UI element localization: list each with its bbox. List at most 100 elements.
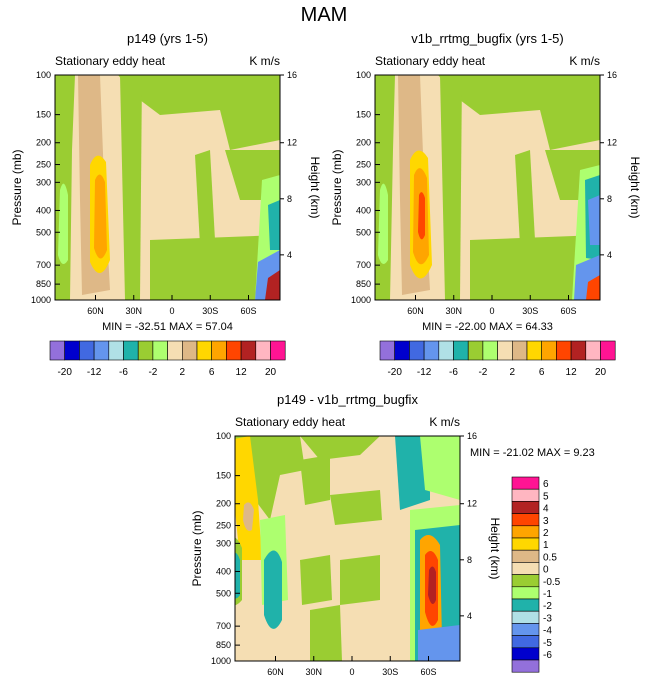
p3-ytick-right-label: 16: [467, 431, 477, 441]
p3-colorbar-label: 0: [543, 565, 549, 576]
p2-ylabel: Pressure (mb): [330, 149, 344, 225]
p2-colorbar-swatch: [511, 340, 528, 361]
p2-frame: [374, 74, 601, 301]
p2-colorbar-swatch: [600, 340, 616, 361]
p1-colorbar-swatch: [93, 340, 110, 361]
p2-ytick-right-label: 16: [607, 70, 617, 80]
p2-units: K m/s: [569, 54, 600, 68]
p1-ylabel: Pressure (mb): [10, 149, 24, 225]
p1-colorbar-swatch: [137, 340, 154, 361]
p3-xtick-label: 60N: [267, 667, 284, 677]
p1-colorbar-label: 6: [209, 367, 215, 378]
p3-colorbar-label: -1: [543, 589, 552, 600]
p3-colorbar-swatch: [511, 598, 540, 612]
p3-colorbar-label: 6: [543, 479, 549, 490]
p1-colorbar-label: 20: [265, 367, 277, 378]
p1-colorbar-swatch: [255, 340, 271, 361]
p3-colorbar-label: 2: [543, 528, 549, 539]
p3-colorbar-label: 1: [543, 540, 549, 551]
p2-ytick-label: 850: [356, 279, 371, 289]
p1-left-label: Stationary eddy heat: [55, 54, 166, 68]
p3-ytick-label: 850: [216, 640, 231, 650]
p3-colorbar-swatch: [511, 647, 540, 661]
p1-ytick-right-label: 12: [287, 138, 297, 148]
p3-colorbar-swatch: [511, 525, 540, 539]
p3-colorbar-label: -3: [543, 613, 552, 624]
p3-colorbar-swatch: [511, 635, 540, 649]
p1-colorbar-label: -20: [57, 367, 72, 378]
p2-colorbar-label: 2: [510, 367, 516, 378]
p2-colorbar-label: 12: [566, 367, 578, 378]
p2-colorbar-label: -20: [387, 367, 402, 378]
p1-colorbar-swatch: [211, 340, 227, 361]
p1-xtick-label: 60N: [87, 306, 104, 316]
p3-xtick-label: 30N: [305, 667, 322, 677]
p3-colorbar-label: 5: [543, 491, 549, 502]
p3-ytick-label: 100: [216, 431, 231, 441]
p1-colorbar-swatch: [49, 340, 65, 361]
p2-ytick-right-label: 12: [607, 138, 617, 148]
p2-colorbar-swatch: [497, 340, 513, 361]
p1-xtick-label: 30S: [202, 306, 218, 316]
p1-stats: MIN = -32.51 MAX = 57.04: [102, 321, 233, 333]
p1-ytick-label: 300: [36, 177, 51, 187]
p2-colorbar-swatch: [423, 340, 440, 361]
p3-ytick-label: 200: [216, 499, 231, 509]
p2-left-label: Stationary eddy heat: [375, 54, 486, 68]
p1-title: p149 (yrs 1-5): [127, 31, 208, 46]
p3-colorbar-label: -2: [543, 601, 552, 612]
p2-colorbar-swatch: [409, 340, 425, 361]
p2-colorbar-swatch: [394, 340, 410, 361]
p1-ytick-right-label: 4: [287, 250, 292, 260]
p1-colorbar-swatch: [108, 340, 124, 361]
p3-ytick-label: 700: [216, 621, 231, 631]
p2-colorbar-swatch: [482, 340, 498, 361]
p3-ytick-label: 150: [216, 471, 231, 481]
p1-frame: [54, 74, 281, 301]
p1-colorbar-swatch: [167, 340, 183, 361]
p2-colorbar-swatch: [526, 340, 542, 361]
p2-colorbar-swatch: [467, 340, 484, 361]
p3-ytick-right-label: 12: [467, 499, 477, 509]
p2-colorbar-label: 6: [539, 367, 545, 378]
p3-ytick-label: 400: [216, 566, 231, 576]
p3-frame: [234, 435, 461, 662]
p1-xtick-label: 0: [169, 306, 174, 316]
p3-ytick-right-label: 4: [467, 611, 472, 621]
p3-colorbar-label: -6: [543, 650, 552, 661]
p2-xtick-label: 30S: [522, 306, 538, 316]
p3-colorbar-swatch: [511, 476, 540, 490]
p1-colorbar-label: -6: [119, 367, 128, 378]
p3-colorbar-swatch: [511, 513, 540, 527]
p1-colorbar-label: -12: [87, 367, 102, 378]
p3-ytick-label: 300: [216, 538, 231, 548]
p3-colorbar-label: -0.5: [543, 577, 561, 588]
p1-field: [55, 75, 280, 300]
p3-colorbar-label: 4: [543, 504, 549, 515]
p3-ytick-label: 1000: [211, 656, 231, 666]
p3-colorbar-swatch: [511, 623, 540, 636]
p2-ytick-label: 400: [356, 205, 371, 215]
p3-colorbar-swatch: [511, 610, 540, 624]
p1-colorbar-swatch: [123, 340, 139, 361]
p2-ytick-right-label: 4: [607, 250, 612, 260]
p3-colorbar-swatch: [511, 659, 540, 673]
p2-ytick-right-label: 8: [607, 194, 612, 204]
p3-ylabel: Pressure (mb): [190, 510, 204, 586]
p2-colorbar-label: -6: [449, 367, 458, 378]
p2-colorbar-swatch: [585, 340, 601, 361]
p3-ytick-right-label: 8: [467, 555, 472, 565]
p1-ytick-right-label: 8: [287, 194, 292, 204]
p1-ytick-label: 1000: [31, 295, 51, 305]
p1-ytick-label: 850: [36, 279, 51, 289]
p2-colorbar-swatch: [570, 340, 587, 361]
p2-xtick-label: 60N: [407, 306, 424, 316]
p1-colorbar-swatch: [152, 340, 168, 361]
p2-colorbar-swatch: [453, 340, 469, 361]
p2-colorbar-label: 20: [595, 367, 607, 378]
p3-ylabel-right: Height (km): [488, 517, 502, 579]
p3-title: p149 - v1b_rrtmg_bugfix: [277, 392, 418, 407]
p1-colorbar-label: 2: [180, 367, 186, 378]
p3-xtick-label: 60S: [420, 667, 436, 677]
